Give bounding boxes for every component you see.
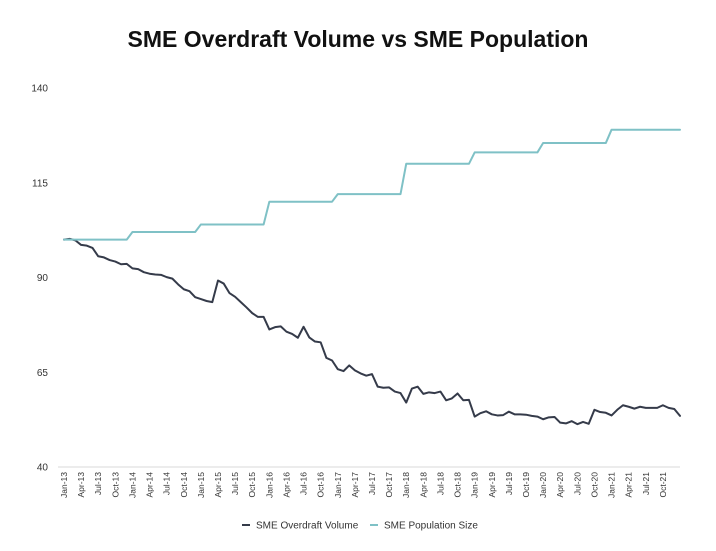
y-tick-label: 140 xyxy=(31,84,48,95)
sme-overdraft-volume-line xyxy=(63,237,681,426)
x-tick-label: Oct-15 xyxy=(247,472,257,498)
x-tick-label: Jul-15 xyxy=(230,472,240,495)
x-tick-label: Jul-20 xyxy=(572,472,582,495)
x-tick-label: Apr-16 xyxy=(281,472,291,498)
x-tick-label: Apr-20 xyxy=(555,472,565,498)
x-tick-label: Oct-18 xyxy=(453,472,463,498)
legend-label: SME Overdraft Volume xyxy=(256,521,359,532)
x-tick-label: Jan-15 xyxy=(196,472,206,498)
x-tick-label: Apr-18 xyxy=(418,472,428,498)
legend: SME Overdraft Volume SME Population Size xyxy=(242,521,478,532)
x-tick-label: Apr-15 xyxy=(213,472,223,498)
x-tick-label: Jan-14 xyxy=(127,472,137,498)
x-tick-label: Oct-14 xyxy=(179,472,189,498)
sme-population-size-line xyxy=(63,128,681,241)
x-tick-label: Apr-17 xyxy=(350,472,360,498)
x-tick-label: Apr-21 xyxy=(624,472,634,498)
chart-title: SME Overdraft Volume vs SME Population xyxy=(127,26,589,52)
series-group xyxy=(63,128,681,426)
x-tick-label: Jan-21 xyxy=(607,472,617,498)
x-tick-label: Oct-16 xyxy=(316,472,326,498)
y-tick-label: 90 xyxy=(37,273,49,284)
x-axis: Jan-13 Apr-13 Jul-13 Oct-13 Jan-14 Apr-14 Jul-… xyxy=(58,466,680,498)
x-tick-label: Jul-13 xyxy=(93,472,103,495)
y-axis: 40 65 90 115 140 xyxy=(31,84,48,474)
x-tick-label: Oct-13 xyxy=(110,472,120,498)
x-tick-label: Jan-16 xyxy=(264,472,274,498)
x-tick-label: Jan-18 xyxy=(401,472,411,498)
x-tick-label: Jul-21 xyxy=(641,472,651,495)
x-tick-label: Jul-19 xyxy=(504,472,514,495)
x-tick-label: Jan-17 xyxy=(333,472,343,498)
x-tick-label: Oct-20 xyxy=(589,472,599,498)
y-tick-label: 65 xyxy=(37,368,49,379)
x-tick-label: Jul-17 xyxy=(367,472,377,495)
x-tick-label: Jan-13 xyxy=(59,472,69,498)
x-tick-label: Apr-14 xyxy=(145,472,155,498)
x-tick-label: Jul-18 xyxy=(435,472,445,495)
x-tick-label: Jan-20 xyxy=(538,472,548,498)
legend-label: SME Population Size xyxy=(384,521,478,532)
x-tick-label: Jul-14 xyxy=(162,472,172,495)
x-tick-label: Jul-16 xyxy=(299,472,309,495)
x-tick-label: Jan-19 xyxy=(470,472,480,498)
x-tick-label: Oct-21 xyxy=(658,472,668,498)
x-tick-label: Apr-19 xyxy=(487,472,497,498)
x-tick-label: Oct-19 xyxy=(521,472,531,498)
y-tick-label: 115 xyxy=(32,178,48,189)
x-tick-label: Apr-13 xyxy=(76,472,86,498)
y-tick-label: 40 xyxy=(37,463,49,474)
x-tick-label: Oct-17 xyxy=(384,472,394,498)
